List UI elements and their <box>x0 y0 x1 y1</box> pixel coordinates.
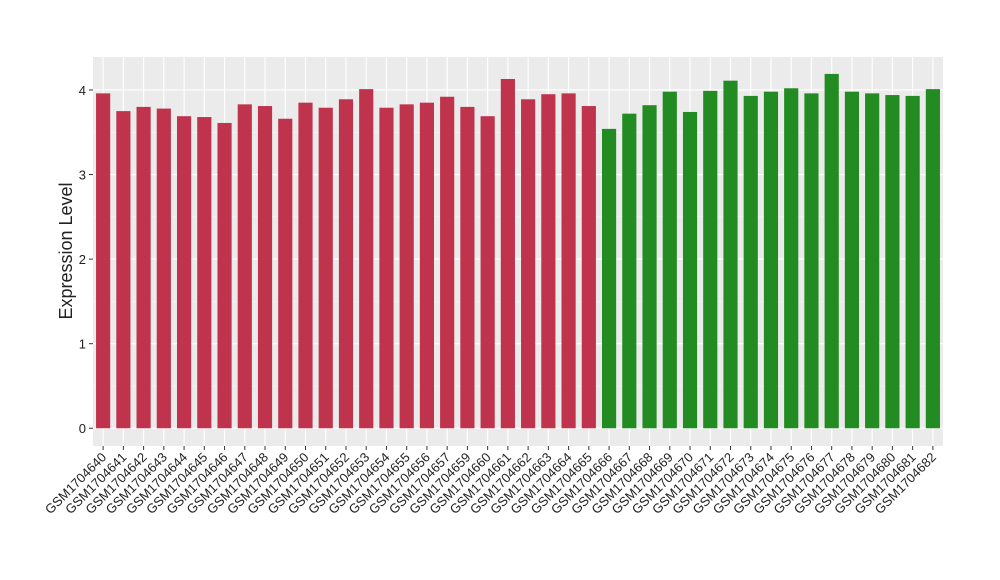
bar <box>784 88 799 429</box>
bar <box>379 107 394 429</box>
bar <box>581 106 596 429</box>
y-tick-label: 1 <box>79 337 86 352</box>
bar <box>885 95 900 429</box>
bar <box>298 102 313 429</box>
bar <box>682 111 698 429</box>
bar <box>865 93 880 429</box>
bar <box>359 89 374 429</box>
bar <box>176 116 192 429</box>
bar <box>541 94 556 429</box>
bar <box>338 99 354 429</box>
y-tick-label: 4 <box>79 83 86 98</box>
bar <box>96 93 111 429</box>
bar <box>662 91 677 429</box>
bar <box>521 99 536 429</box>
bar <box>318 107 333 429</box>
bar <box>601 128 617 429</box>
bar <box>419 102 435 429</box>
bar <box>804 93 819 429</box>
bar <box>723 80 738 429</box>
bar <box>278 118 293 429</box>
bar <box>116 111 131 429</box>
bar <box>480 116 495 429</box>
bar <box>500 78 515 429</box>
bar <box>217 122 232 429</box>
y-axis-label: Expression Level <box>56 182 76 319</box>
bar <box>844 91 860 429</box>
bar <box>905 95 920 429</box>
bar <box>237 104 252 429</box>
y-tick-label: 0 <box>79 421 86 436</box>
bar <box>399 104 414 429</box>
y-tick-label: 2 <box>79 252 86 267</box>
bar <box>561 93 576 429</box>
bar <box>136 106 151 429</box>
bar <box>743 95 758 429</box>
bar <box>257 106 273 429</box>
bar <box>703 90 718 429</box>
bar <box>824 73 839 429</box>
bar <box>197 117 212 429</box>
bar <box>156 108 171 429</box>
bar <box>622 113 637 429</box>
plot-background <box>93 57 943 446</box>
bar <box>642 105 657 429</box>
bar <box>925 89 940 429</box>
bar <box>460 106 475 429</box>
bar <box>440 96 455 429</box>
bar <box>763 91 779 429</box>
y-tick-label: 3 <box>79 168 86 183</box>
